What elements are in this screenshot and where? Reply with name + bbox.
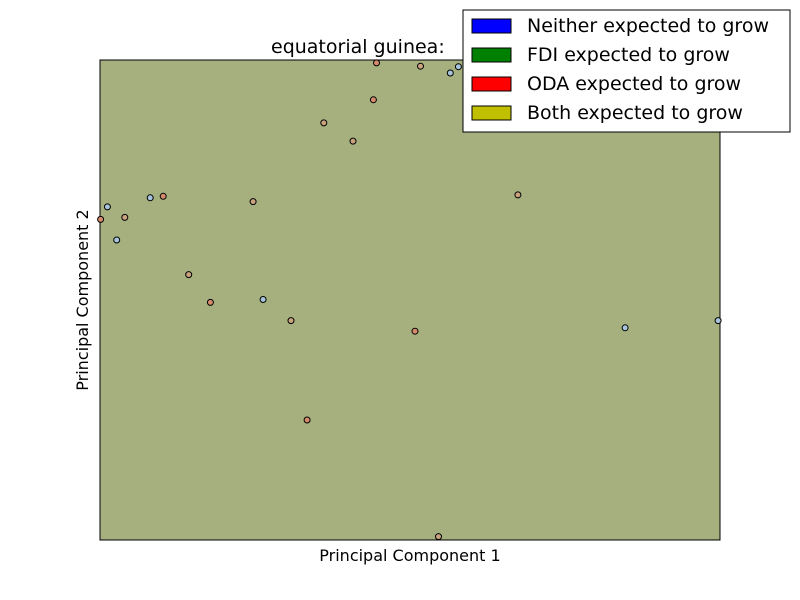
data-point [303, 416, 311, 424]
x-axis-label: Principal Component 1 [319, 546, 500, 565]
legend-label: Neither expected to grow [527, 15, 769, 37]
data-point [320, 119, 328, 127]
legend-label: ODA expected to grow [527, 73, 741, 95]
plot-area [99, 59, 721, 541]
legend: Neither expected to grow FDI expected to … [462, 9, 791, 133]
data-points-layer [97, 59, 722, 541]
data-point [417, 62, 424, 70]
data-point [249, 198, 257, 206]
data-point [435, 533, 442, 541]
data-point [103, 203, 111, 211]
data-point [206, 298, 214, 306]
y-axis-label: Principal Component 2 [73, 209, 92, 390]
data-point [113, 236, 121, 244]
data-point [514, 191, 522, 199]
legend-label: Both expected to grow [527, 102, 743, 124]
data-point [185, 271, 193, 279]
data-point [259, 296, 267, 303]
data-point [446, 69, 454, 77]
data-point [369, 96, 377, 104]
data-point [159, 192, 167, 200]
legend-swatch [471, 76, 512, 92]
data-point [349, 137, 357, 145]
data-point [97, 215, 105, 223]
legend-box [462, 9, 791, 133]
legend-label: FDI expected to grow [527, 44, 730, 66]
data-point [714, 317, 722, 325]
data-point [411, 327, 419, 335]
data-point [146, 194, 154, 202]
data-point [373, 59, 380, 67]
legend-swatch [471, 18, 512, 34]
data-point [454, 63, 462, 71]
data-point [121, 213, 129, 221]
legend-swatch [471, 105, 512, 121]
data-point [621, 324, 629, 332]
data-point [287, 317, 295, 325]
legend-swatch [471, 47, 512, 63]
chart-title: equatorial guinea: [271, 36, 445, 58]
